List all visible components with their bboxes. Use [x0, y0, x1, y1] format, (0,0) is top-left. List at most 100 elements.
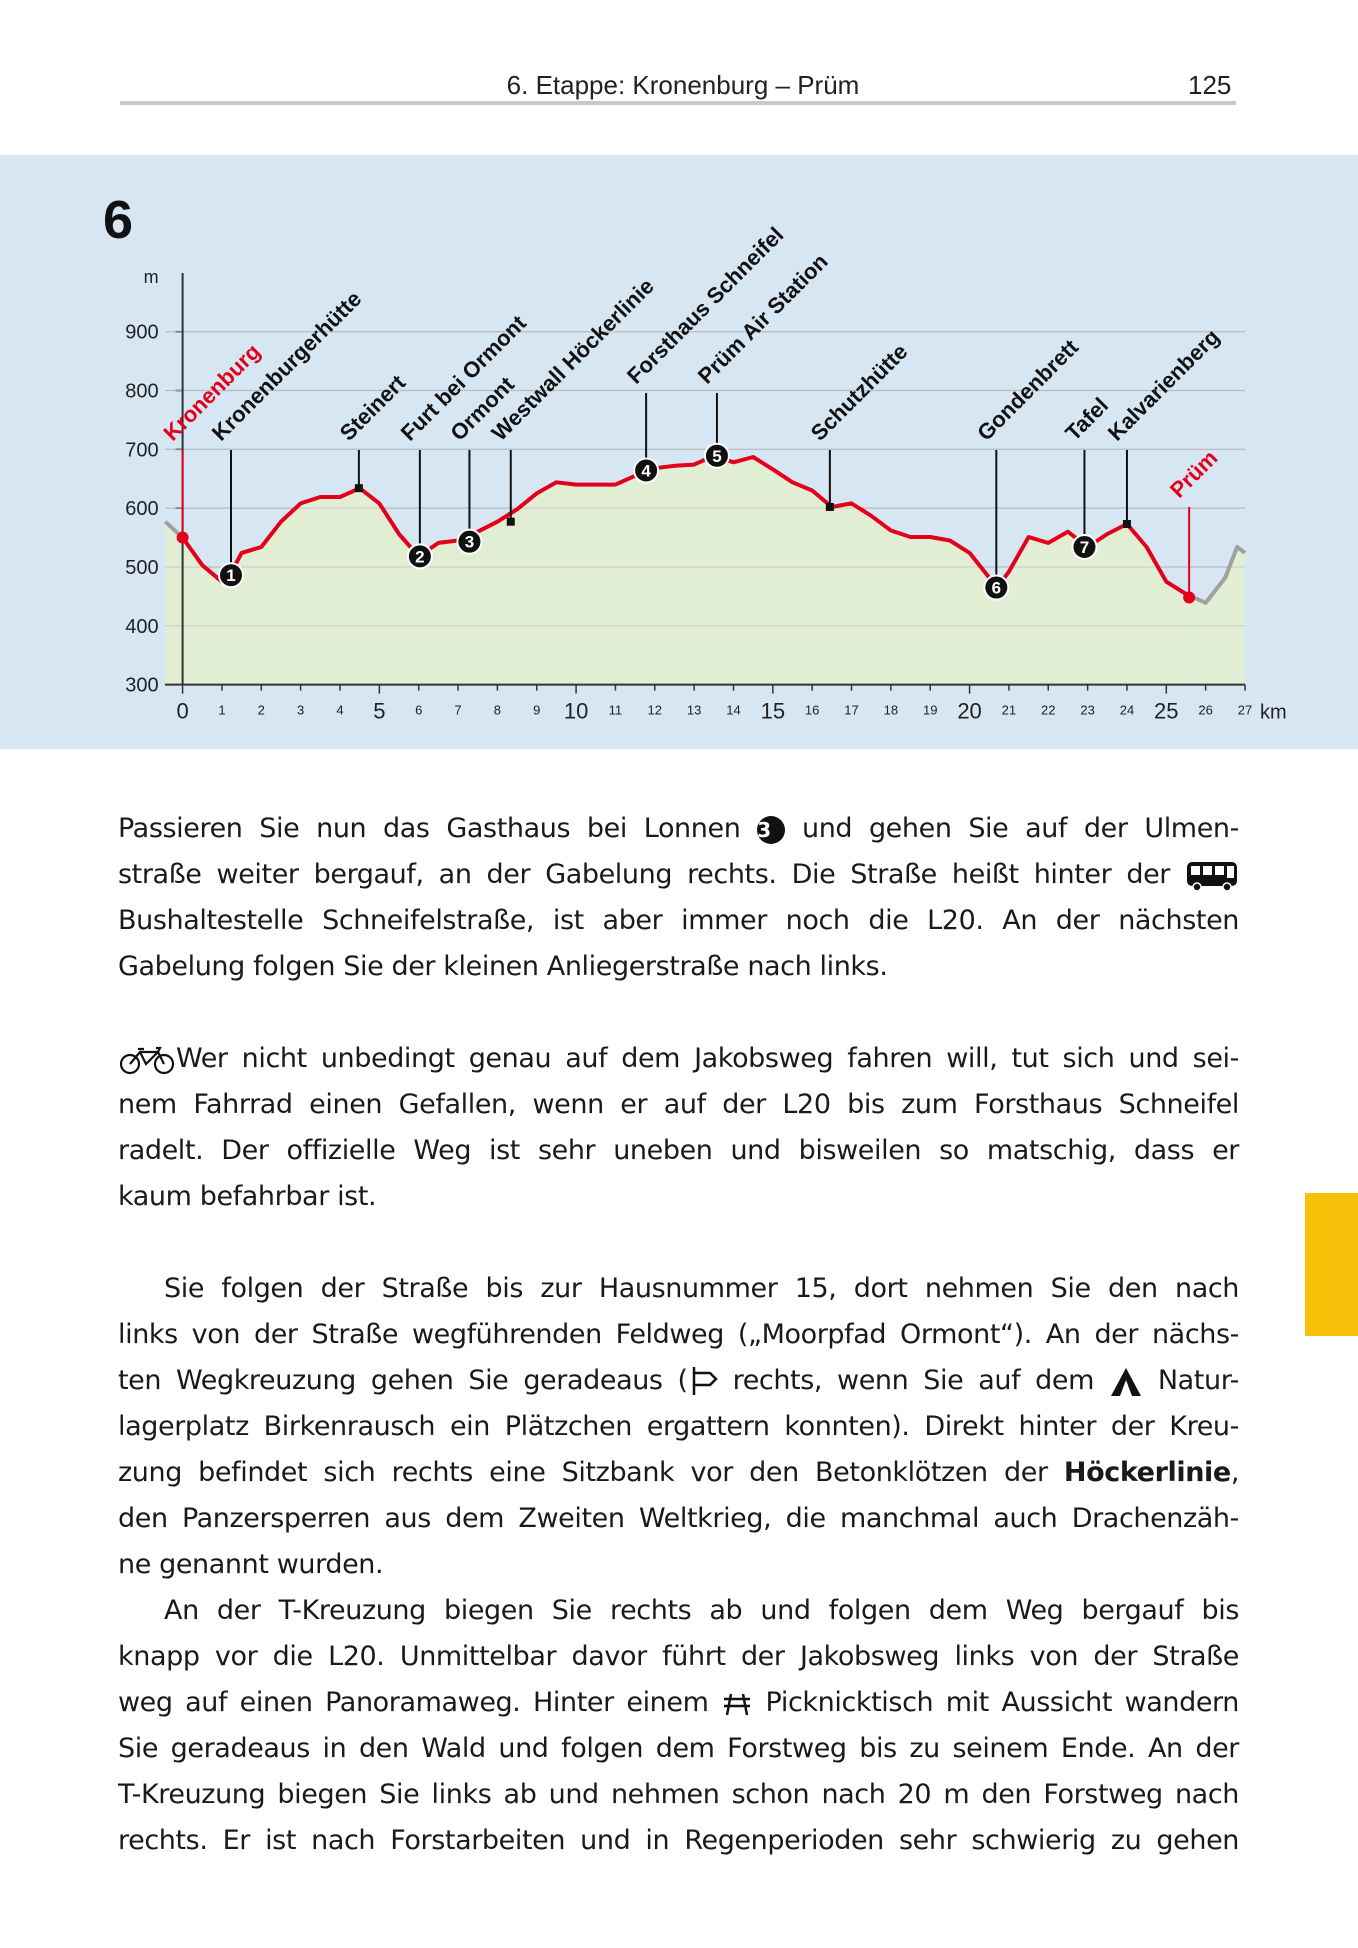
text: lagerplatz Birkenrausch ein Plätzchen er… — [118, 1411, 1239, 1442]
x-tick-label: 9 — [533, 703, 540, 718]
waypoint-circle — [633, 457, 660, 484]
x-tick-label: 20 — [957, 699, 981, 724]
text-line: Passieren Sie nun das Gasthaus bei Lonne… — [118, 806, 1239, 852]
x-tick-label: 14 — [726, 703, 740, 718]
text: nem Fahrrad einen Gefallen, wenn er auf … — [118, 1089, 1239, 1120]
y-tick-label: 600 — [125, 498, 158, 520]
page-number: 125 — [1188, 70, 1232, 100]
text: Sie folgen der Straße bis zur Hausnummer… — [164, 1273, 1239, 1304]
y-tick-label: 500 — [125, 557, 158, 579]
x-tick-label: 11 — [609, 703, 623, 718]
waypoint-marker: 6 — [983, 574, 1010, 601]
waypoint-number: 2 — [415, 547, 424, 566]
text-line: ne genannt wurden. — [118, 1542, 1239, 1588]
profile-line — [180, 453, 1195, 600]
waypoint-marker: 1 — [217, 562, 244, 589]
waypoint-number: 6 — [992, 579, 1001, 598]
text-line: zung befindet sich rechts eine Sitzbank … — [118, 1450, 1239, 1496]
waypoint-marker: 5 — [703, 442, 730, 469]
text-line: Bushaltestelle Schneifelstraße, ist aber… — [118, 898, 1239, 944]
y-tick-label: 900 — [125, 322, 158, 344]
waypoint-circle — [703, 442, 730, 469]
x-tick-label: 8 — [494, 703, 501, 718]
text-line: Wer nicht unbedingt genau auf dem Jakobs… — [118, 1036, 1239, 1082]
text: Bushaltestelle Schneifelstraße, ist aber… — [118, 905, 1239, 936]
text: kaum befahrbar ist. — [118, 1181, 377, 1212]
thumb-tab — [1305, 1193, 1358, 1336]
waypoint-number: 5 — [712, 447, 721, 466]
x-tick-label: 16 — [805, 703, 819, 718]
text: weg auf einen Panoramaweg. Hinter einem — [118, 1687, 722, 1718]
y-axis-label: m — [144, 267, 159, 287]
tent-icon — [1110, 1367, 1141, 1396]
waypoint-marker: 2 — [406, 543, 433, 570]
waypoint-number: 1 — [226, 566, 235, 585]
waypoint-circle — [983, 574, 1010, 601]
x-tick-label: 12 — [648, 703, 662, 718]
x-tick-label: 6 — [415, 703, 422, 718]
waypoint-marker: 7 — [1071, 533, 1098, 560]
text-line: den Panzersperren aus dem Zweiten Weltkr… — [118, 1496, 1239, 1542]
waypoint-marker — [1122, 520, 1131, 529]
text-line: Sie folgen der Straße bis zur Hausnummer… — [118, 1266, 1239, 1312]
body-text: Passieren Sie nun das Gasthaus bei Lonne… — [118, 806, 1239, 1864]
text: radelt. Der offizielle Weg ist sehr uneb… — [118, 1135, 1239, 1166]
text-line: ten Wegkreuzung gehen Sie geradeaus ( re… — [118, 1358, 1239, 1404]
x-tick-label: 10 — [564, 699, 588, 724]
y-tick-label: 400 — [125, 616, 158, 638]
waypoint-number: 3 — [757, 815, 786, 844]
waypoint-marker — [506, 517, 515, 526]
text: rechts. Er ist nach Forstarbeiten und in… — [118, 1825, 1239, 1856]
header-rule — [120, 101, 1236, 105]
waypoint-marker: 4 — [633, 457, 660, 484]
x-tick-label: 26 — [1198, 703, 1212, 718]
text-line: Sie geradeaus in den Wald und folgen dem… — [118, 1726, 1239, 1772]
x-tick-label: 27 — [1238, 703, 1252, 718]
text: ne genannt wurden. — [118, 1549, 384, 1580]
text-line: links von der Straße wegführenden Feldwe… — [118, 1312, 1239, 1358]
y-tick-label: 300 — [125, 675, 158, 697]
text-line: Gabelung folgen Sie der kleinen Anlieger… — [118, 944, 1239, 990]
x-tick-label: 23 — [1080, 703, 1094, 718]
x-tick-label: 5 — [373, 699, 385, 724]
waypoint-marker — [1183, 591, 1196, 604]
x-tick-label: 1 — [218, 703, 225, 718]
text: links von der Straße wegführenden Feldwe… — [118, 1319, 1239, 1350]
x-axis-label: km — [1260, 702, 1287, 724]
text: Natur- — [1142, 1365, 1240, 1396]
text-line: knapp vor die L20. Unmittelbar davor füh… — [118, 1634, 1239, 1680]
text-line: An der T-Kreuzung biegen Sie rechts ab u… — [118, 1588, 1239, 1634]
x-tick-label: 24 — [1120, 703, 1134, 718]
waypoint-circle — [1071, 533, 1098, 560]
text: knapp vor die L20. Unmittelbar davor füh… — [118, 1641, 1239, 1672]
profile-area — [182, 455, 1194, 685]
waypoint-number: 3 — [465, 533, 474, 552]
x-tick-label: 15 — [761, 699, 785, 724]
x-tick-label: 19 — [923, 703, 937, 718]
y-tick-label: 800 — [125, 381, 158, 403]
text: Gabelung folgen Sie der kleinen Anlieger… — [118, 951, 888, 982]
bicycle-icon — [119, 1046, 175, 1074]
waypoint-marker — [354, 484, 363, 493]
text: rechts, wenn Sie auf dem — [717, 1365, 1109, 1396]
text: Picknicktisch mit Aussicht wandern — [753, 1687, 1240, 1718]
text-line: radelt. Der offizielle Weg ist sehr uneb… — [118, 1128, 1239, 1174]
waypoint-marker — [176, 531, 189, 544]
bold-term: Höckerlinie — [1063, 1457, 1231, 1488]
text-line: kaum befahrbar ist. — [118, 1174, 1239, 1220]
text-line: straße weiter bergauf, an der Gabelung r… — [118, 852, 1239, 898]
text: straße weiter bergauf, an der Gabelung r… — [118, 859, 1185, 890]
text-line: lagerplatz Birkenrausch ein Plätzchen er… — [118, 1404, 1239, 1450]
waypoint-circle — [406, 543, 433, 570]
waypoint-number: 7 — [1080, 538, 1089, 557]
waypoint-circle — [456, 528, 483, 555]
waypoint-number: 4 — [641, 462, 651, 481]
x-tick-label: 2 — [258, 703, 265, 718]
text: T-Kreuzung biegen Sie links ab und nehme… — [118, 1779, 1239, 1810]
text-line: rechts. Er ist nach Forstarbeiten und in… — [118, 1818, 1239, 1864]
x-tick-label: 3 — [297, 703, 304, 718]
text: Sie geradeaus in den Wald und folgen dem… — [118, 1733, 1239, 1764]
text: Passieren Sie nun das Gasthaus bei Lonne… — [118, 813, 758, 844]
